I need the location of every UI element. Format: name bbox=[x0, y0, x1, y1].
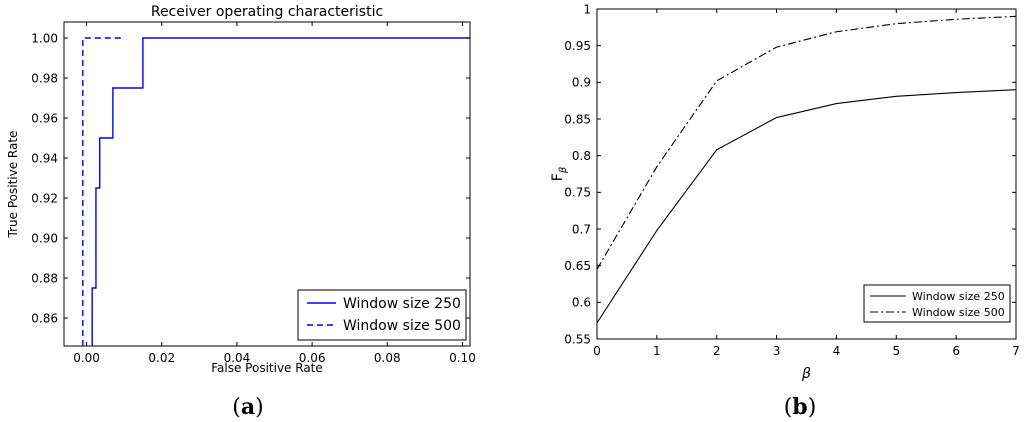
a-y-tick-label: 0.88 bbox=[31, 271, 58, 285]
a-series-line-500 bbox=[82, 37, 125, 346]
panel-b-plot-area bbox=[596, 8, 1017, 340]
b-x-tick-label: 7 bbox=[1012, 344, 1020, 358]
b-x-tick-label: 6 bbox=[952, 344, 960, 358]
b-y-tick-label: 0.75 bbox=[564, 186, 591, 200]
b-x-tick-label: 1 bbox=[653, 344, 661, 358]
b-series-line-500 bbox=[596, 15, 1017, 270]
panel-b-x-ticks: 0 1 2 3 4 5 6 7 bbox=[593, 9, 1020, 358]
b-series-line-250 bbox=[596, 89, 1017, 324]
panel-a-caption-letter: a bbox=[241, 394, 255, 420]
panel-b-legend-label-500: Window size 500 bbox=[912, 306, 1005, 319]
a-x-tick-label: 0.10 bbox=[449, 351, 476, 365]
a-y-tick-label: 0.92 bbox=[31, 191, 58, 205]
panel-a-plot-area bbox=[63, 21, 471, 347]
panel-b-fbeta-chart: 0 1 2 3 4 5 6 7 0.55 0.6 0.65 0.7 0.75 0.8 0.85 0.9 0.9… bbox=[550, 2, 1020, 420]
b-y-tick-label: 1 bbox=[583, 2, 591, 16]
panel-b-caption-letter: b bbox=[792, 394, 807, 420]
a-x-tick-label: 0.00 bbox=[73, 351, 100, 365]
b-x-tick-label: 5 bbox=[892, 344, 900, 358]
panel-a-legend: Window size 250 Window size 500 bbox=[297, 289, 467, 341]
panel-a-legend-box bbox=[297, 289, 467, 341]
a-y-tick-label: 0.94 bbox=[31, 151, 58, 165]
panel-a-caption: (a) bbox=[232, 394, 263, 420]
b-x-tick-label: 2 bbox=[713, 344, 721, 358]
panel-a-legend-label-250: Window size 250 bbox=[343, 296, 461, 312]
a-y-tick-label: 0.90 bbox=[31, 231, 58, 245]
panel-b-legend-label-250: Window size 250 bbox=[912, 290, 1005, 303]
a-y-tick-label: 0.96 bbox=[31, 111, 58, 125]
b-y-tick-label: 0.55 bbox=[564, 332, 591, 346]
b-y-tick-label: 0.65 bbox=[564, 259, 591, 273]
a-x-tick-label: 0.02 bbox=[148, 351, 175, 365]
panel-a-y-axis-label: True Positive Rate bbox=[6, 131, 20, 239]
a-x-tick-label: 0.06 bbox=[299, 351, 326, 365]
b-y-tick-label: 0.9 bbox=[572, 76, 591, 90]
a-y-tick-label: 0.86 bbox=[31, 311, 58, 325]
b-y-tick-label: 0.8 bbox=[572, 149, 591, 163]
panel-b-y-axis-label-main: F bbox=[550, 173, 566, 181]
b-axes-frame bbox=[596, 8, 1017, 340]
panel-b-legend-box bbox=[863, 284, 1011, 323]
b-y-tick-label: 0.85 bbox=[564, 112, 591, 126]
a-axes-frame bbox=[63, 21, 471, 347]
b-y-tick-label: 0.95 bbox=[564, 39, 591, 53]
panel-a-x-axis-label: False Positive Rate bbox=[211, 361, 323, 375]
a-x-tick-label: 0.04 bbox=[224, 351, 251, 365]
a-x-tick-label: 0.08 bbox=[374, 351, 401, 365]
b-x-tick-label: 3 bbox=[773, 344, 781, 358]
a-y-tick-label: 0.98 bbox=[31, 71, 58, 85]
panel-b-y-axis-label: Fβ bbox=[550, 166, 569, 181]
panel-a-title: Receiver operating characteristic bbox=[151, 4, 383, 20]
panel-a-y-ticks: 0.86 0.88 0.90 0.92 0.94 0.96 0.98 1.00 bbox=[31, 31, 470, 325]
panel-b-legend: Window size 250 Window size 500 bbox=[863, 284, 1011, 323]
b-x-tick-label: 4 bbox=[833, 344, 841, 358]
panel-b-x-axis-label: β bbox=[801, 366, 811, 382]
b-x-tick-label: 0 bbox=[593, 344, 601, 358]
a-y-tick-label: 1.00 bbox=[31, 31, 58, 45]
a-series-line-250 bbox=[91, 37, 470, 346]
panel-a-x-ticks: 0.00 0.02 0.04 0.06 0.08 0.10 bbox=[73, 22, 476, 365]
panel-b-caption: (b) bbox=[784, 394, 817, 420]
panel-a-roc-chart: Receiver operating characteristic 0.00 0.… bbox=[6, 4, 476, 420]
panel-a-legend-label-500: Window size 500 bbox=[343, 318, 461, 334]
panel-b-y-ticks: 0.55 0.6 0.65 0.7 0.75 0.8 0.85 0.9 0.95 1 bbox=[564, 2, 1016, 346]
panel-b-y-axis-label-sub: β bbox=[558, 166, 569, 174]
b-y-tick-label: 0.6 bbox=[572, 296, 591, 310]
b-y-tick-label: 0.7 bbox=[572, 222, 591, 236]
